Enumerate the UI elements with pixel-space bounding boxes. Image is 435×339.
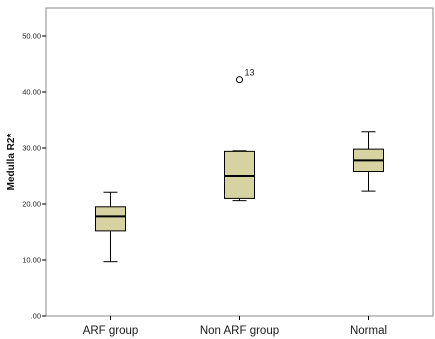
y-tick-label: .00 xyxy=(31,312,41,321)
box-0 xyxy=(95,191,126,263)
y-tick-label: 10.00 xyxy=(22,256,41,265)
category-label: Non ARF group xyxy=(200,325,279,337)
y-tick-label: 30.00 xyxy=(22,144,41,153)
y-tick-label: 40.00 xyxy=(22,88,41,97)
box-iqr xyxy=(224,150,255,199)
box-iqr xyxy=(95,206,126,232)
y-axis-title: Medulla R2* xyxy=(6,134,17,191)
category-label: Normal xyxy=(350,325,387,337)
outlier-point xyxy=(236,76,243,84)
box-2 xyxy=(353,131,384,192)
y-tick-label: 20.00 xyxy=(22,200,41,209)
boxes: 13 xyxy=(95,68,384,263)
x-axis: ARF group Non ARF group Normal xyxy=(83,316,387,337)
box-1: 13 xyxy=(224,68,255,202)
y-axis: .00 10.00 20.00 30.00 40.00 50.00 xyxy=(22,32,46,321)
y-tick-label: 50.00 xyxy=(22,32,41,41)
outlier-label: 13 xyxy=(245,68,255,78)
category-label: ARF group xyxy=(83,325,139,337)
